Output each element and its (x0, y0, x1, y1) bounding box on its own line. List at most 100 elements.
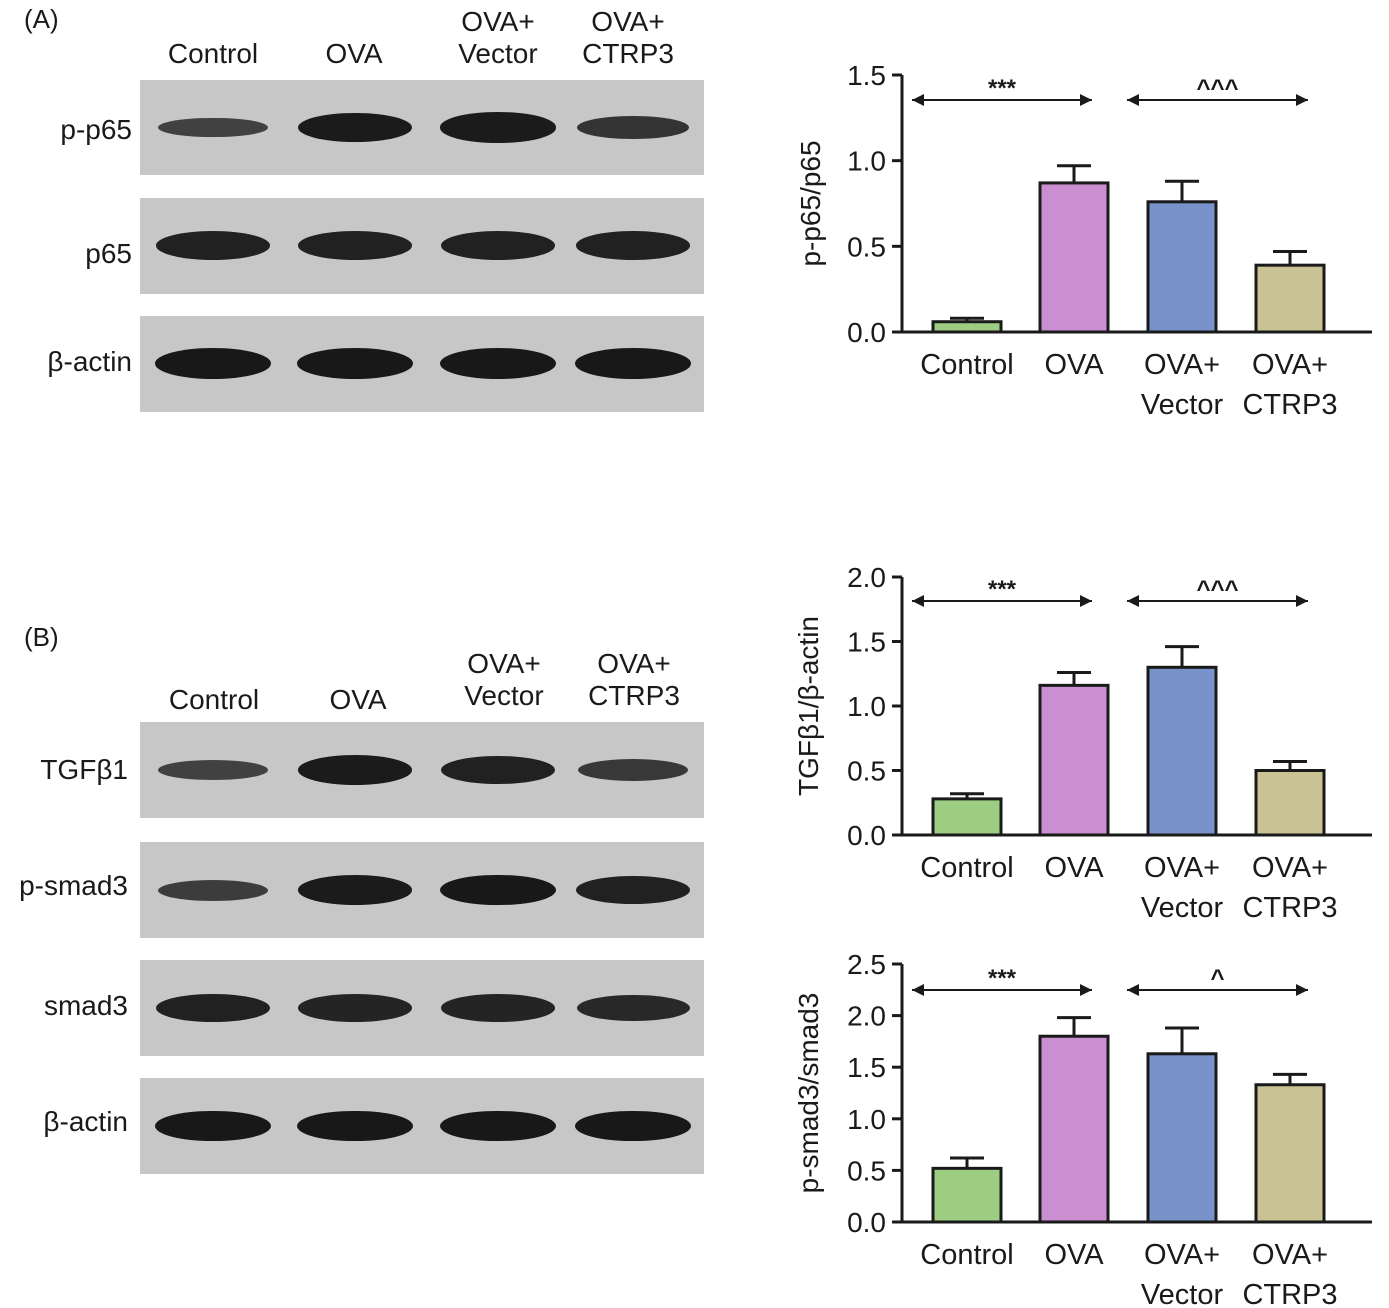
significance-label: *** (988, 965, 1017, 992)
bar (1254, 263, 1326, 334)
blot-band (575, 875, 691, 905)
blot-band (298, 994, 412, 1022)
y-tick-label: 1.5 (847, 60, 886, 91)
lane-header-ova-ctrp3-b: OVA+ CTRP3 (588, 648, 680, 711)
blot-band (155, 993, 271, 1023)
x-tick-label: CTRP3 (1242, 892, 1337, 924)
blot-band (575, 231, 691, 260)
panel-label-a: (A) (24, 4, 59, 34)
x-tick-label: CTRP3 (1242, 389, 1337, 421)
blot-band (440, 231, 556, 260)
blot-band (575, 348, 691, 379)
significance-label: ^^^ (1196, 75, 1238, 102)
lane-header-ova-a: OVA (325, 38, 383, 69)
blot-row-label: TGFβ1 (40, 754, 128, 785)
significance-label: ^^^ (1196, 576, 1238, 603)
blot-band (297, 112, 413, 143)
bar (1146, 200, 1218, 334)
y-tick-label: 1.0 (847, 1104, 886, 1135)
blot-band (441, 994, 555, 1022)
blot-band (297, 231, 413, 260)
y-tick-label: 0.0 (847, 820, 886, 851)
blot-band (440, 1110, 556, 1142)
y-tick-label: 1.5 (847, 1052, 886, 1083)
arrow-head (912, 94, 924, 106)
y-tick-label: 0.5 (847, 1155, 886, 1186)
x-tick-label: Control (920, 1239, 1014, 1271)
x-tick-label: OVA (1044, 852, 1104, 884)
lane-header-ova-b: OVA (329, 684, 387, 715)
blot-band (158, 117, 268, 138)
blot-row-label: p-p65 (60, 114, 132, 145)
blot-band (440, 874, 556, 906)
arrow-head (912, 595, 924, 607)
blot-row-label: β-actin (43, 1106, 128, 1137)
bar-chart-p-smad3: 0.0 0.5 1.0 1.5 2.0 2.5 p-smad3/smad3 Control OV… (793, 949, 1372, 1308)
y-tick-label: 1.0 (847, 691, 886, 722)
y-tick-label: 0.5 (847, 231, 886, 262)
y-axis-label: TGFβ1/β-actin (793, 616, 824, 796)
significance-label: *** (988, 576, 1017, 603)
y-tick-label: 2.0 (847, 1001, 886, 1032)
x-tick-label: OVA+ (1252, 1239, 1328, 1271)
blot-band (155, 348, 271, 379)
y-tick-label: 1.0 (847, 146, 886, 177)
arrow-head (1127, 595, 1139, 607)
bar (1254, 769, 1326, 837)
y-tick-label: 0.5 (847, 756, 886, 787)
blot-band (155, 231, 271, 260)
arrow-head (1296, 984, 1308, 996)
blot-band (297, 1110, 413, 1142)
lane-header-ova-ctrp3-a: OVA+ CTRP3 (582, 6, 674, 69)
bar-chart-p-p65: 0.0 0.5 1.0 1.5 p-p65/p65 Control OVA OVA+ Vecto… (795, 60, 1372, 421)
y-axis-label: p-smad3/smad3 (793, 993, 824, 1194)
x-tick-label: OVA+ (1252, 852, 1328, 884)
y-tick-label: 0.0 (847, 317, 886, 348)
blot-row-label: p-smad3 (19, 870, 128, 901)
blot-band (577, 115, 689, 140)
significance-label: ^ (1210, 965, 1224, 992)
lane-header-control-a: Control (167, 38, 259, 69)
lane-header-ova-vector-b: OVA+ Vector (464, 648, 544, 711)
blot-band (297, 875, 413, 905)
x-tick-label: OVA (1044, 349, 1104, 381)
x-tick-label: Vector (1141, 1279, 1224, 1308)
bar (931, 320, 1003, 334)
bar (1038, 181, 1110, 334)
blot-band (158, 760, 268, 780)
blot-row-label: smad3 (43, 990, 128, 1021)
x-tick-label: OVA+ (1144, 349, 1220, 381)
arrow-head (1080, 984, 1092, 996)
bar (931, 797, 1003, 837)
panel-label-b: (B) (24, 622, 59, 652)
y-axis-label: p-p65/p65 (795, 140, 826, 266)
blot-band (575, 1110, 691, 1142)
arrow-head (1080, 94, 1092, 106)
x-tick-label: Control (920, 852, 1014, 884)
arrow-head (1080, 595, 1092, 607)
blot-band (158, 879, 268, 901)
blot-row-label: β-actin (47, 346, 132, 377)
arrow-head (1296, 595, 1308, 607)
bar-chart-tgfb1: 0.0 0.5 1.0 1.5 2.0 TGFβ1/β-actin Control OVA OV… (793, 562, 1372, 924)
blot-row-label: p65 (85, 238, 132, 269)
x-tick-label: Control (920, 349, 1014, 381)
arrow-head (912, 984, 924, 996)
x-tick-label: OVA+ (1144, 1239, 1220, 1271)
bar (1254, 1083, 1326, 1224)
arrow-head (1296, 94, 1308, 106)
blot-band (576, 994, 690, 1022)
blot-band (155, 1110, 271, 1142)
significance-label: *** (988, 75, 1017, 102)
x-tick-label: Vector (1141, 389, 1224, 421)
y-tick-label: 2.0 (847, 562, 886, 593)
x-tick-label: OVA+ (1144, 852, 1220, 884)
blot-band (577, 758, 689, 782)
blot-band (297, 755, 413, 785)
x-tick-label: Vector (1141, 892, 1224, 924)
x-tick-label: OVA (1044, 1239, 1104, 1271)
x-tick-label: OVA+ (1252, 349, 1328, 381)
arrow-head (1127, 94, 1139, 106)
arrow-head (1127, 984, 1139, 996)
lane-header-control-b: Control (168, 684, 260, 715)
